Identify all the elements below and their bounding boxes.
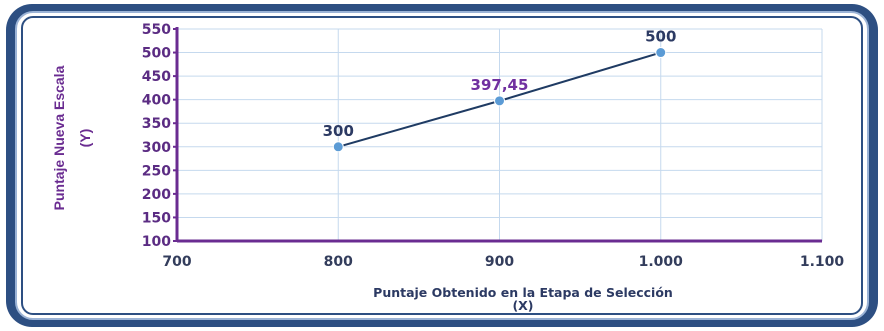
- data-points: [332, 47, 667, 153]
- chart-frame-inner: [21, 16, 863, 315]
- y-tick-label: 100: [142, 234, 171, 250]
- y-tick-label: 250: [142, 163, 171, 179]
- y-tick-label: 300: [142, 140, 171, 156]
- x-tick-labels: 700 800 900 1.000 1.100: [162, 254, 844, 270]
- y-axis-title: Puntaje Nueva Escala: [51, 65, 67, 210]
- y-tick-label: 150: [142, 210, 171, 226]
- y-tick-label: 450: [142, 69, 171, 85]
- x-axis-title-sub: (X): [512, 298, 533, 313]
- data-point: [494, 95, 505, 107]
- data-label: 500: [645, 28, 676, 46]
- data-point: [332, 141, 344, 153]
- y-axis-title-sub: (Y): [77, 129, 93, 148]
- y-tick-label: 500: [142, 46, 171, 62]
- x-tick-label: 900: [485, 254, 514, 270]
- data-point: [655, 47, 667, 59]
- x-tick-label: 1.000: [639, 254, 684, 270]
- gridlines: [177, 28, 823, 241]
- data-labels: 300 397,45 500: [323, 28, 677, 140]
- data-label: 300: [323, 122, 354, 140]
- x-tick-label: 800: [324, 254, 353, 270]
- y-tick-labels: 100 150 200 250 300 350 400 450 500 550: [142, 22, 177, 250]
- y-tick-label: 350: [142, 116, 171, 132]
- x-tick-label: 700: [162, 254, 191, 270]
- x-tick-label: 1.100: [800, 254, 845, 270]
- y-tick-label: 200: [142, 187, 171, 203]
- y-tick-label: 400: [142, 93, 171, 109]
- data-label: 397,45: [471, 76, 529, 94]
- x-axis-title: Puntaje Obtenido en la Etapa de Selecció…: [373, 285, 673, 300]
- y-tick-label: 550: [142, 22, 171, 38]
